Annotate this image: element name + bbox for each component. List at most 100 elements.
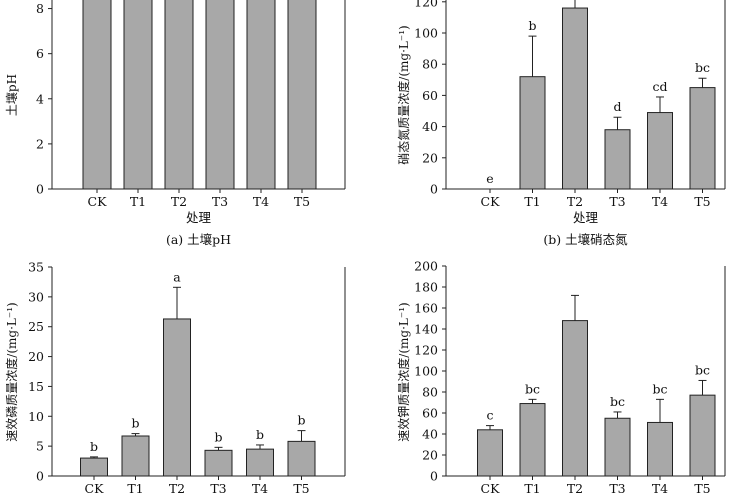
- x-tick-label: T5: [293, 481, 309, 496]
- x-tick-label: CK: [481, 194, 501, 209]
- y-tick-label: 40: [422, 427, 438, 442]
- y-tick-label: 5: [36, 439, 44, 454]
- bar-T2: [562, 7, 588, 190]
- x-axis-label: 处理: [186, 210, 212, 225]
- x-tick-label: T5: [294, 194, 310, 209]
- significance-letter: b: [131, 416, 139, 431]
- x-tick-label: T1: [524, 481, 540, 496]
- y-tick-label: 160: [414, 301, 438, 316]
- significance-letter: bc: [695, 362, 710, 377]
- panel-caption: (a) 土壤pH: [166, 232, 231, 247]
- x-tick-label: CK: [88, 194, 108, 209]
- y-axis-label: 土壤pH: [4, 74, 19, 116]
- y-tick-label: 30: [28, 289, 44, 304]
- bar-T5: [287, 440, 316, 477]
- bar-T2: [163, 318, 191, 477]
- y-tick-label: 140: [414, 322, 438, 337]
- y-tick-label: 200: [414, 259, 438, 274]
- bar-T1: [519, 403, 546, 477]
- x-tick-label: T3: [609, 194, 625, 209]
- y-tick-label: 60: [422, 88, 438, 103]
- y-axis-label: 速效磷质量浓度/(mg·L⁻¹): [4, 302, 19, 441]
- x-tick-label: T4: [253, 194, 269, 209]
- y-tick-label: 100: [414, 364, 438, 379]
- x-tick-label: T2: [171, 194, 187, 209]
- bar-T1: [121, 435, 150, 477]
- significance-letter: a: [173, 269, 181, 284]
- y-tick-label: 4: [36, 91, 44, 106]
- x-tick-label: T3: [212, 194, 228, 209]
- significance-letter: cd: [652, 79, 667, 94]
- y-axis-label: 硝态氮质量浓度/(mg·L⁻¹): [396, 25, 411, 164]
- significance-letter: bc: [652, 381, 667, 396]
- x-tick-label: T4: [652, 194, 668, 209]
- bar-T2: [164, 0, 194, 190]
- y-tick-label: 20: [422, 448, 438, 463]
- bar-T3: [604, 129, 631, 190]
- significance-letter: b: [214, 429, 222, 444]
- panel-caption: (b) 土壤硝态氮: [543, 232, 628, 247]
- y-tick-label: 0: [430, 469, 438, 484]
- x-tick-label: T2: [567, 194, 583, 209]
- significance-letter: b: [256, 427, 264, 442]
- x-tick-label: T3: [609, 481, 625, 496]
- significance-letter: b: [90, 439, 98, 454]
- y-tick-label: 120: [414, 0, 438, 9]
- significance-letter: bc: [610, 394, 625, 409]
- y-tick-label: 80: [422, 57, 438, 72]
- x-tick-label: T1: [127, 481, 143, 496]
- x-tick-label: T5: [694, 194, 710, 209]
- bar-T4: [647, 421, 673, 477]
- x-tick-label: T3: [210, 481, 226, 496]
- y-tick-label: 15: [28, 379, 44, 394]
- significance-letter: bc: [525, 381, 540, 396]
- significance-letter: b: [528, 18, 536, 33]
- bar-CK: [477, 429, 503, 477]
- bar-T1: [519, 76, 546, 190]
- bar-T4: [246, 448, 274, 477]
- chart-potassium: 0 20 40 60 80 100 120 140 160 180 200 c CK bc T1 T2 bc T3…: [396, 259, 726, 496]
- x-tick-label: T4: [252, 481, 268, 496]
- significance-letter: bc: [695, 60, 710, 75]
- bar-T5: [689, 87, 716, 190]
- chart-nitrate: 0 20 40 60 80 100 120 e CK b T1 T2 d T3 cd T4 bc T5 处理 (b) …: [396, 0, 726, 247]
- bar-T5: [689, 394, 716, 477]
- y-tick-label: 180: [414, 280, 438, 295]
- y-tick-label: 0: [430, 182, 438, 197]
- bar-T3: [604, 417, 631, 477]
- y-tick-label: 60: [422, 406, 438, 421]
- y-tick-label: 0: [36, 182, 44, 197]
- bar-T5: [287, 0, 317, 190]
- bar-CK: [80, 457, 108, 477]
- y-tick-label: 0: [36, 469, 44, 484]
- y-tick-label: 6: [36, 46, 44, 61]
- x-tick-label: CK: [481, 481, 501, 496]
- x-axis-label: 处理: [573, 210, 599, 225]
- y-tick-label: 35: [28, 260, 44, 275]
- x-tick-label: T2: [169, 481, 185, 496]
- x-tick-label: T1: [130, 194, 146, 209]
- x-tick-label: T1: [524, 194, 540, 209]
- y-tick-label: 20: [28, 349, 44, 364]
- bar-T3: [204, 449, 233, 477]
- x-tick-label: T2: [567, 481, 583, 496]
- x-tick-label: T5: [694, 481, 710, 496]
- x-tick-label: T4: [652, 481, 668, 496]
- y-tick-label: 25: [28, 319, 44, 334]
- chart-ph: 0 2 4 6 8 CK T1 T2 T3 T4 T5 处理 (a) 土壤pH 土壤pH: [4, 0, 346, 247]
- y-tick-label: 100: [414, 26, 438, 41]
- y-tick-label: 8: [36, 1, 44, 16]
- y-tick-label: 20: [422, 150, 438, 165]
- bar-T2: [562, 320, 588, 477]
- y-tick-label: 2: [36, 136, 44, 151]
- significance-letter: e: [486, 171, 493, 186]
- bar-T4: [647, 112, 673, 190]
- y-tick-label: 10: [28, 409, 44, 424]
- y-tick-label: 80: [422, 385, 438, 400]
- significance-letter: d: [613, 99, 621, 114]
- bar-T4: [246, 0, 276, 190]
- y-tick-label: 120: [414, 343, 438, 358]
- y-axis-label: 速效钾质量浓度/(mg·L⁻¹): [396, 302, 411, 441]
- bar-T3: [205, 0, 235, 190]
